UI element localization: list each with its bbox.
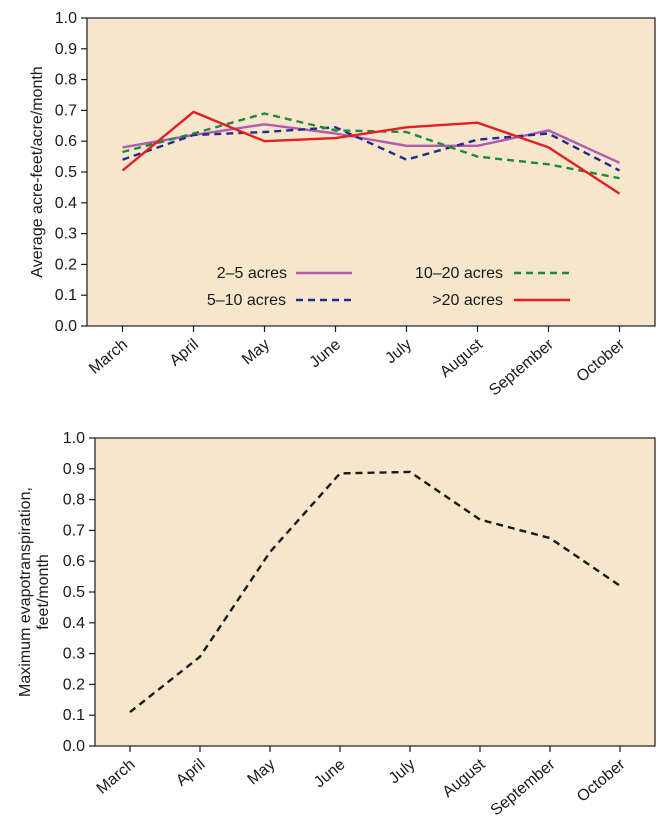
y-tick-label: 0.5 bbox=[63, 584, 85, 601]
x-tick-label: March bbox=[94, 756, 139, 798]
x-tick-label: June bbox=[307, 336, 345, 371]
legend-label: 2–5 acres bbox=[217, 265, 287, 282]
plot-area bbox=[94, 437, 656, 747]
y-tick-label: 0.5 bbox=[55, 164, 77, 181]
plot-area bbox=[86, 17, 656, 327]
y-tick-label: 0.3 bbox=[55, 226, 77, 243]
series-line-2 bbox=[122, 126, 621, 172]
x-tick-label: April bbox=[173, 756, 208, 790]
x-tick-label: July bbox=[382, 336, 415, 367]
x-tick-label: October bbox=[574, 756, 629, 806]
y-tick-label: 0.7 bbox=[55, 102, 77, 119]
x-tick-label: September bbox=[488, 756, 559, 820]
chart-1: 0.0 0.1 0.2 0.3 0.4 0.5 0.6 0.7 0.8 0.9 1.0 March Ap… bbox=[29, 10, 656, 400]
x-tick-label: October bbox=[574, 336, 629, 386]
y-tick-label: 0.4 bbox=[55, 195, 77, 212]
legend-label: >20 acres bbox=[432, 292, 503, 309]
y-tick-label: 0.0 bbox=[63, 738, 85, 755]
legend: 2–5 acres 5–10 acres 10–20 acres >20 acres bbox=[207, 265, 570, 309]
y-tick-label: 0.8 bbox=[55, 72, 77, 89]
y-axis-label: Maximum evapotranspiration,feet/month bbox=[17, 487, 52, 697]
x-tick-label: August bbox=[437, 336, 487, 381]
y-tick-label: 0.2 bbox=[63, 676, 85, 693]
series-line-3 bbox=[122, 112, 620, 180]
series-line-1 bbox=[122, 123, 620, 164]
y-tick-label: 0.1 bbox=[63, 707, 85, 724]
chart-2: 0.0 0.1 0.2 0.3 0.4 0.5 0.6 0.7 0.8 0.9 1.0 March Ap… bbox=[17, 430, 656, 820]
x-tick-label: August bbox=[439, 756, 489, 801]
y-tick-label: 0.9 bbox=[55, 41, 77, 58]
y-tick-label: 0.8 bbox=[63, 492, 85, 509]
x-tick-label: May bbox=[239, 336, 273, 368]
series-line-4 bbox=[121, 110, 621, 195]
legend-label: 5–10 acres bbox=[207, 292, 286, 309]
x-tick-label: March bbox=[86, 336, 131, 378]
y-axis-label: Average acre-feet/acre/month bbox=[29, 66, 46, 277]
y-tick-label: 1.0 bbox=[55, 10, 77, 27]
x-tick-label: September bbox=[486, 336, 557, 400]
y-tick-label: 0.9 bbox=[63, 461, 85, 478]
x-tick-label: May bbox=[244, 756, 278, 788]
y-tick-label: 0.1 bbox=[55, 287, 77, 304]
series-line-1 bbox=[129, 470, 621, 714]
y-tick-label: 0.6 bbox=[55, 133, 77, 150]
x-tick-label: April bbox=[167, 336, 202, 370]
y-tick-label: 0.2 bbox=[55, 256, 77, 273]
y-tick-label: 1.0 bbox=[63, 430, 85, 447]
y-tick-label: 0.7 bbox=[63, 522, 85, 539]
y-tick-label: 0.4 bbox=[63, 615, 85, 632]
x-tick-label: June bbox=[311, 756, 349, 791]
y-tick-label: 0.0 bbox=[55, 318, 77, 335]
y-tick-label: 0.6 bbox=[63, 553, 85, 570]
legend-label: 10–20 acres bbox=[415, 265, 503, 282]
x-tick-label: July bbox=[386, 756, 419, 787]
y-tick-label: 0.3 bbox=[63, 646, 85, 663]
